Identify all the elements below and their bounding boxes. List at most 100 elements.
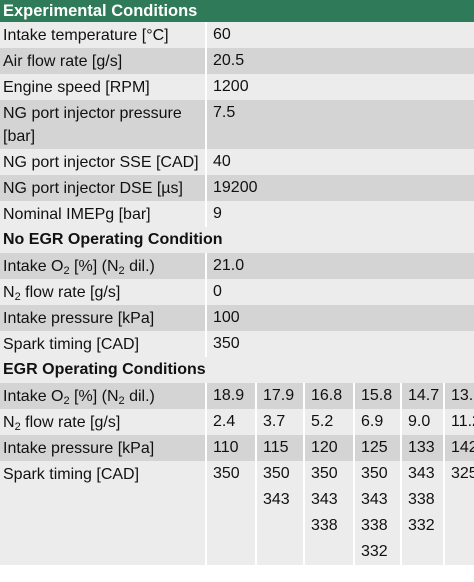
value-text: 343: [408, 465, 435, 482]
label-text: Engine speed [RPM]: [3, 78, 150, 96]
label-text: flow rate [g/s]: [20, 413, 121, 431]
value-cell: 9: [205, 201, 474, 227]
value-cell: 120: [303, 435, 353, 461]
value-cell: 2.4: [205, 409, 255, 435]
label-text: N: [3, 413, 15, 431]
table-row: Spark timing [CAD] 350 350 343 350 343 338 350 3…: [0, 461, 474, 565]
row-label: Spark timing [CAD]: [0, 331, 205, 357]
table-row: Intake pressure [kPa] 110 115 120 125 133 142: [0, 435, 474, 461]
table-row: Intake O2 [%] (N2 dil.) 18.9 17.9 16.8 15.8 1…: [0, 383, 474, 409]
label-text: Intake pressure [kPa]: [3, 309, 155, 327]
value-cell: 325: [443, 461, 474, 565]
label-text: Intake temperature [°C]: [3, 26, 169, 44]
table-row: N2 flow rate [g/s] 2.4 3.7 5.2 6.9 9.0 11.2: [0, 409, 474, 435]
value-text: 350: [311, 465, 338, 482]
value-cell: 5.2: [303, 409, 353, 435]
value-text: 21.0: [213, 257, 245, 274]
value-cell: 115: [255, 435, 303, 461]
row-label: Intake O2 [%] (N2 dil.): [0, 383, 205, 409]
value-text: 350: [213, 335, 240, 352]
row-label: Spark timing [CAD]: [0, 461, 205, 565]
row-label: NG port injector pressure [bar]: [0, 100, 205, 149]
table-row: Nominal IMEPg [bar] 9: [0, 201, 474, 227]
label-text: 2: [14, 290, 21, 303]
value-text: 3.7: [263, 413, 286, 430]
value-text: 120: [311, 439, 338, 456]
table-row: Engine speed [RPM] 1200: [0, 74, 474, 100]
value-text: 110: [213, 439, 239, 456]
label-text: Intake O: [3, 257, 64, 275]
value-text: 115: [263, 439, 289, 456]
label-text: flow rate [g/s]: [20, 283, 121, 301]
label-text: 2: [63, 394, 70, 407]
value-text: 350: [213, 465, 240, 482]
value-cell: 21.0: [205, 253, 474, 279]
value-cell: 133: [400, 435, 443, 461]
value-cell: 110: [205, 435, 255, 461]
value-text: 7.5: [213, 104, 236, 121]
table-row: Spark timing [CAD] 350: [0, 331, 474, 357]
value-cell: 350: [205, 331, 474, 357]
label-text: 2: [118, 394, 125, 407]
label-text: NG port injector pressure [bar]: [3, 104, 182, 145]
value-text: 40: [213, 153, 231, 170]
value-text: 16.8: [311, 387, 343, 404]
value-cell: 60: [205, 22, 474, 48]
row-label: Nominal IMEPg [bar]: [0, 201, 205, 227]
value-text: 20.5: [213, 52, 245, 69]
table-row: Intake temperature [°C] 60: [0, 22, 474, 48]
label-text: dil.): [124, 387, 155, 405]
value-text: 133: [408, 439, 435, 456]
value-cell: 350 343 338 332: [353, 461, 400, 565]
value-cell: 40: [205, 149, 474, 175]
value-cell: 6.9: [353, 409, 400, 435]
value-text: 11.2: [451, 413, 474, 430]
label-text: N: [3, 283, 15, 301]
value-cell: 20.5: [205, 48, 474, 74]
value-text: 100: [213, 309, 240, 326]
table-row: Intake pressure [kPa] 100: [0, 305, 474, 331]
label-text: NG port injector SSE [CAD]: [3, 153, 199, 171]
value-text: 9: [213, 205, 222, 222]
value-cell: 11.2: [443, 409, 474, 435]
value-text: 142: [451, 439, 474, 456]
row-label: NG port injector DSE [µs]: [0, 175, 205, 201]
label-text: dil.): [124, 257, 155, 275]
value-cell: 17.9: [255, 383, 303, 409]
label-text: 2: [14, 420, 21, 433]
row-label: Intake temperature [°C]: [0, 22, 205, 48]
row-label: Engine speed [RPM]: [0, 74, 205, 100]
value-text: 9.0: [408, 413, 431, 430]
row-label: Intake pressure [kPa]: [0, 435, 205, 461]
value-text: 338: [408, 491, 435, 508]
value-cell: 100: [205, 305, 474, 331]
label-text: Intake O: [3, 387, 64, 405]
label-text: [%] (N: [69, 257, 119, 275]
value-cell: 125: [353, 435, 400, 461]
value-text: 6.9: [361, 413, 384, 430]
row-label: Intake pressure [kPa]: [0, 305, 205, 331]
value-cell: 0: [205, 279, 474, 305]
value-text: 5.2: [311, 413, 334, 430]
value-text: 14.7: [408, 387, 440, 404]
table-row: N2 flow rate [g/s] 0: [0, 279, 474, 305]
value-text: 332: [361, 543, 388, 560]
row-label: NG port injector SSE [CAD]: [0, 149, 205, 175]
value-cell: 9.0: [400, 409, 443, 435]
value-text: 13.7: [451, 387, 474, 404]
row-label: Air flow rate [g/s]: [0, 48, 205, 74]
value-cell: 19200: [205, 175, 474, 201]
value-cell: 7.5: [205, 100, 474, 149]
value-text: 343: [263, 491, 290, 508]
value-text: 60: [213, 26, 231, 43]
label-text: Spark timing [CAD]: [3, 465, 140, 483]
label-text: Nominal IMEPg [bar]: [3, 205, 151, 223]
value-cell: 350 343 338: [303, 461, 353, 565]
row-label: N2 flow rate [g/s]: [0, 409, 205, 435]
value-text: 0: [213, 283, 222, 300]
value-cell: 16.8: [303, 383, 353, 409]
label-text: NG port injector DSE [µs]: [3, 179, 183, 197]
value-text: 338: [311, 517, 338, 534]
label-text: 2: [63, 264, 70, 277]
